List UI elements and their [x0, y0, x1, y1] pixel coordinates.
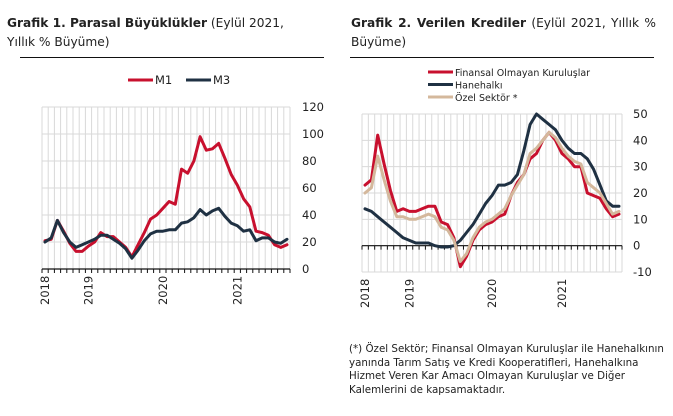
series-line-hanehalk-: [363, 112, 621, 249]
x-tick-label: 2018: [358, 279, 372, 308]
y-tick-label: 0: [302, 262, 309, 276]
y-tick-label: 80: [302, 154, 317, 168]
y-tick-label: 50: [633, 107, 648, 121]
y-tick-label: 100: [302, 127, 324, 141]
y-tick-label: 40: [633, 133, 648, 147]
legend-label: Özel Sektör *: [455, 93, 518, 104]
legend-label: M3: [213, 73, 230, 87]
x-tick-label: 2020: [485, 279, 499, 308]
x-tick-label: 2020: [156, 276, 170, 305]
legend-label: M1: [155, 73, 172, 87]
footnote: (*) Özel Sektör; Finansal Olmayan Kurulu…: [349, 343, 664, 396]
series-line--zel-sekt-r-: [363, 130, 621, 263]
chart2-plot: -10 0 10 20 30 40 50 2018 2019 2020 2021: [358, 107, 652, 308]
series-line-finansal-olmayan-kurulu-lar: [363, 130, 621, 269]
legend-label: Finansal Olmayan Kuruluşlar: [455, 68, 590, 79]
x-tick-label: 2019: [402, 279, 416, 308]
x-tick-label: 2018: [38, 276, 52, 305]
chart2-title-subtitle: (Eylül 2021, Yıllık % Büyüme): [351, 16, 656, 49]
x-tick-label: 2021: [230, 276, 244, 305]
series-line-m1: [43, 135, 289, 259]
chart2-title-bold: Grafik 2. Verilen Krediler: [351, 16, 526, 30]
chart1-title: Grafik 1. Parasal Büyüklükler (Eylül 202…: [7, 14, 307, 52]
chart1-legend: M1 M3: [128, 73, 230, 87]
y-tick-label: 40: [302, 208, 317, 222]
y-tick-label: -10: [633, 265, 652, 279]
chart1-title-subtitle: (Eylül 2021, Yıllık % Büyüme): [7, 16, 284, 49]
chart2-legend: Finansal Olmayan Kuruluşlar HanehalkıÖzel…: [428, 68, 590, 104]
legend-label: Hanehalkı: [455, 81, 502, 92]
y-tick-label: 30: [633, 160, 648, 174]
chart1-title-bold: Grafik 1. Parasal Büyüklükler: [7, 16, 208, 30]
x-tick-label: 2021: [555, 279, 569, 308]
chart1-plot: 0 20 40 60 80 100 120 2018 2019 2020 2021: [38, 100, 324, 305]
chart2-title-rule: [350, 57, 654, 58]
y-tick-label: 20: [302, 235, 317, 249]
chart2-title: Grafik 2. Verilen Krediler (Eylül 2021, …: [351, 14, 656, 52]
y-tick-label: 0: [633, 239, 640, 253]
y-tick-label: 20: [633, 186, 648, 200]
series-line-m3: [43, 206, 289, 260]
y-tick-label: 10: [633, 212, 648, 226]
y-tick-label: 60: [302, 181, 317, 195]
chart1-title-rule: [20, 57, 324, 58]
x-tick-label: 2019: [81, 276, 95, 305]
y-tick-label: 120: [302, 100, 324, 114]
